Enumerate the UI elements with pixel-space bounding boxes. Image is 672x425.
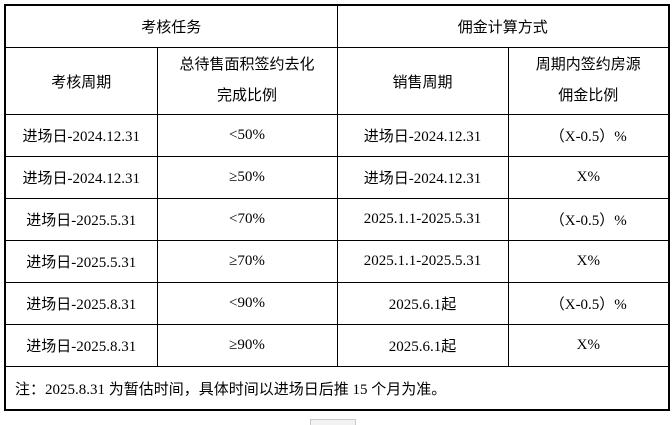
- table-row: 进场日-2025.5.31 ≥70% 2025.1.1-2025.5.31 X%: [4, 240, 670, 283]
- table-row: 进场日-2024.12.31 <50% 进场日-2024.12.31 （X-0.…: [4, 114, 670, 157]
- cell-completion-ratio: <90%: [156, 282, 338, 325]
- header-sales-period: 销售周期: [336, 47, 509, 115]
- cell-assessment-period: 进场日-2025.8.31: [4, 324, 158, 367]
- group-header-row: 考核任务 佣金计算方式: [4, 4, 670, 48]
- cell-sales-period: 进场日-2024.12.31: [336, 114, 509, 157]
- cell-completion-ratio: ≥70%: [156, 240, 338, 283]
- header-commission-ratio-line1: 周期内签约房源: [535, 57, 641, 73]
- cell-completion-ratio: ≥50%: [156, 156, 338, 199]
- cell-completion-ratio: <70%: [156, 198, 338, 241]
- table-row: 进场日-2025.8.31 ≥90% 2025.6.1起 X%: [4, 324, 670, 367]
- cell-commission-rate: （X-0.5）%: [507, 114, 670, 157]
- cell-assessment-period: 进场日-2025.5.31: [4, 240, 158, 283]
- cell-sales-period: 2025.6.1起: [336, 324, 509, 367]
- header-commission-ratio-line2: 佣金比例: [558, 88, 619, 104]
- cell-commission-rate: X%: [507, 324, 670, 367]
- cell-commission-rate: X%: [507, 240, 670, 283]
- header-completion-ratio: 总待售面积签约去化 完成比例: [156, 47, 338, 115]
- cell-commission-rate: （X-0.5）%: [507, 198, 670, 241]
- cell-assessment-period: 进场日-2024.12.31: [4, 156, 158, 199]
- header-commission-ratio: 周期内签约房源 佣金比例: [507, 47, 670, 115]
- header-completion-ratio-line1: 总待售面积签约去化: [179, 57, 315, 73]
- header-assessment-period: 考核周期: [4, 47, 158, 115]
- cell-completion-ratio: <50%: [156, 114, 338, 157]
- header-commission-method: 佣金计算方式: [336, 4, 670, 48]
- commission-assessment-table: 考核任务 佣金计算方式 考核周期 总待售面积签约去化 完成比例 销售周期 周期内…: [4, 4, 671, 411]
- cell-assessment-period: 进场日-2024.12.31: [4, 114, 158, 157]
- cell-sales-period: 2025.6.1起: [336, 282, 509, 325]
- column-header-row: 考核周期 总待售面积签约去化 完成比例 销售周期 周期内签约房源 佣金比例: [4, 47, 670, 115]
- table-note: 注：2025.8.31 为暂估时间，具体时间以进场日后推 15 个月为准。: [4, 366, 670, 411]
- cell-sales-period: 2025.1.1-2025.5.31: [336, 240, 509, 283]
- cell-assessment-period: 进场日-2025.5.31: [4, 198, 158, 241]
- header-assessment-task: 考核任务: [4, 4, 338, 48]
- table-row: 进场日-2025.5.31 <70% 2025.1.1-2025.5.31 （X…: [4, 198, 670, 241]
- header-completion-ratio-line2: 完成比例: [217, 88, 278, 104]
- cell-commission-rate: （X-0.5）%: [507, 282, 670, 325]
- cell-completion-ratio: ≥90%: [156, 324, 338, 367]
- horizontal-scrollbar-thumb[interactable]: [310, 419, 356, 425]
- table-row: 进场日-2025.8.31 <90% 2025.6.1起 （X-0.5）%: [4, 282, 670, 325]
- note-row: 注：2025.8.31 为暂估时间，具体时间以进场日后推 15 个月为准。: [4, 366, 670, 411]
- cell-sales-period: 2025.1.1-2025.5.31: [336, 198, 509, 241]
- cell-sales-period: 进场日-2024.12.31: [336, 156, 509, 199]
- cell-assessment-period: 进场日-2025.8.31: [4, 282, 158, 325]
- table-row: 进场日-2024.12.31 ≥50% 进场日-2024.12.31 X%: [4, 156, 670, 199]
- cell-commission-rate: X%: [507, 156, 670, 199]
